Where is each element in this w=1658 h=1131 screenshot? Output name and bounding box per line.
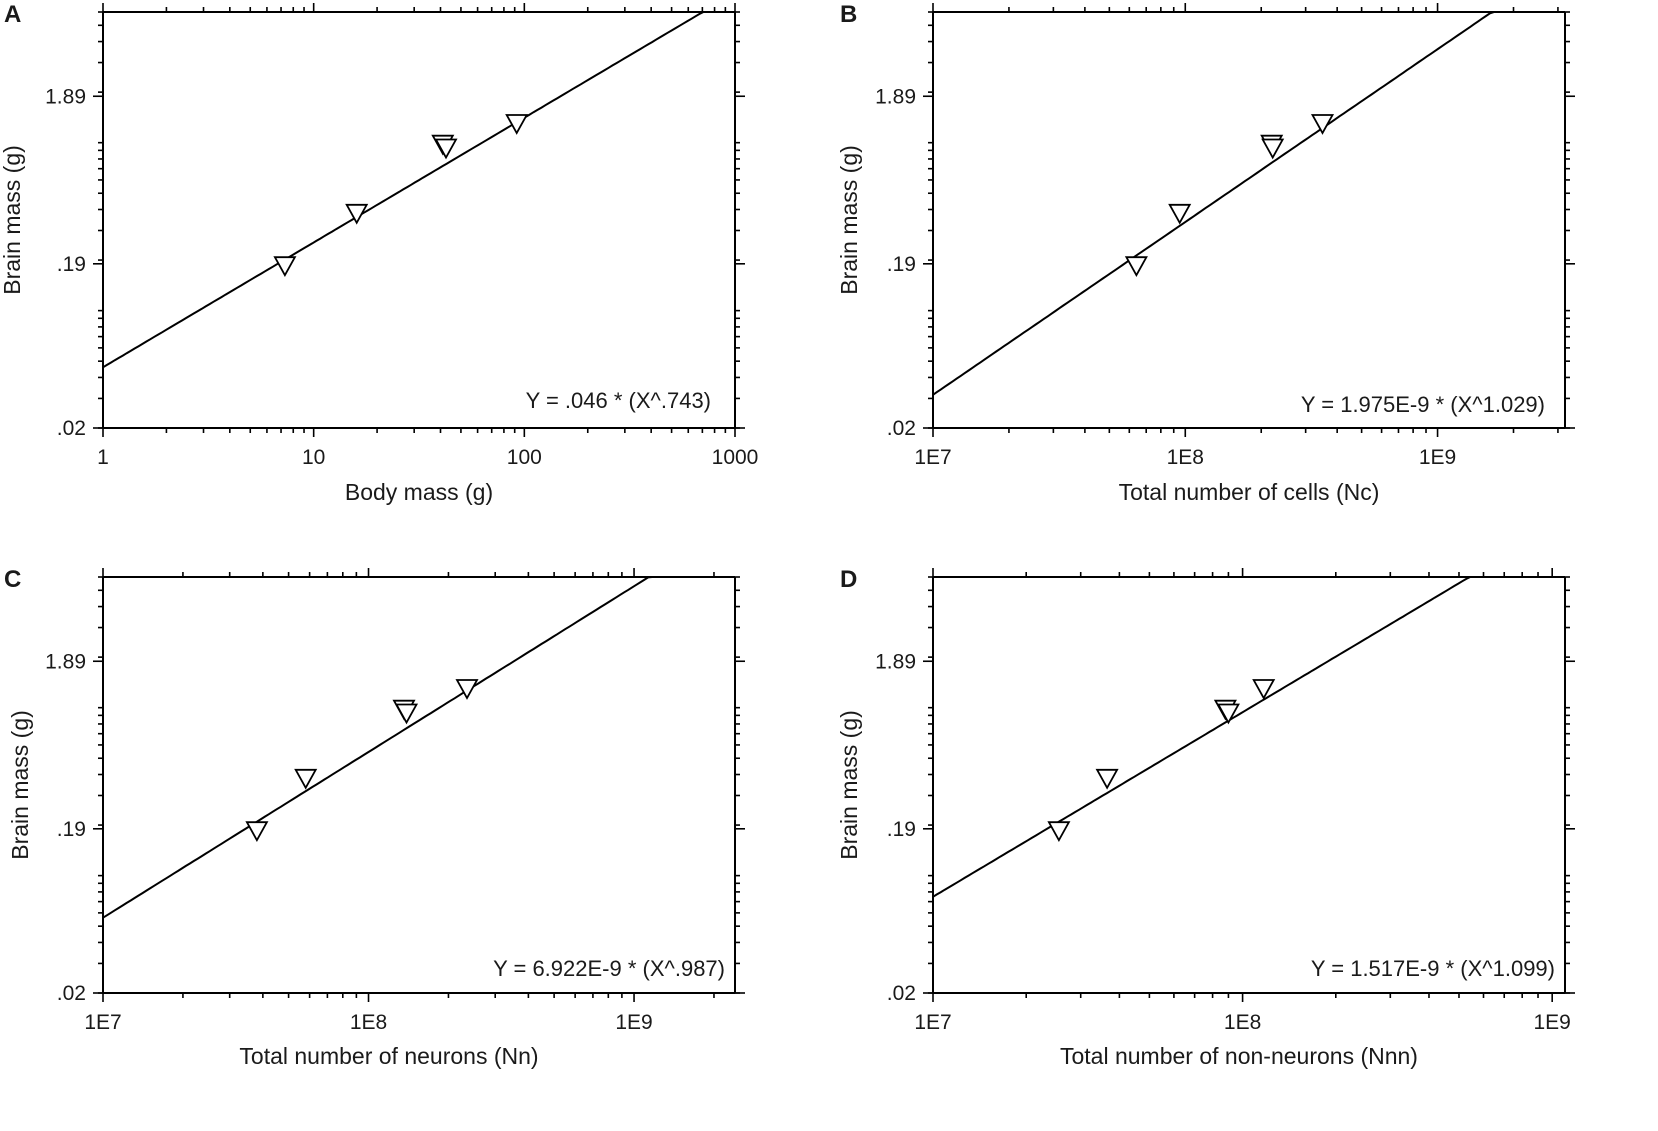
axis-ticks-a xyxy=(93,3,745,437)
data-point-d-5 xyxy=(1252,679,1276,700)
panel-a: A .02 .19 1.89 1 10 100 1000 Body mass (g) Bra… xyxy=(0,1,758,505)
data-point-d-4 xyxy=(1216,703,1240,725)
y-tick-label-b: 1.89 xyxy=(875,85,916,108)
x-tick-label-b: 1E9 xyxy=(1419,446,1456,469)
data-markers-a xyxy=(273,114,529,278)
plot-frame-b xyxy=(932,11,1566,429)
x-tick-label-a: 10 xyxy=(302,446,325,469)
x-tick-label-c: 1E9 xyxy=(615,1011,652,1034)
data-point-a-4 xyxy=(434,138,458,160)
data-markers-c xyxy=(245,679,479,843)
plot-frame-c xyxy=(102,576,736,994)
x-tick-label-c: 1E7 xyxy=(84,1011,121,1034)
y-tick-label-a: .02 xyxy=(57,417,86,440)
y-tick-label-d: .02 xyxy=(887,982,916,1005)
y-axis-title-d: Brain mass (g) xyxy=(836,710,862,860)
panel-letter-a: A xyxy=(4,1,21,28)
x-tick-label-a: 1 xyxy=(97,446,109,469)
panel-letter-c: C xyxy=(4,566,21,593)
y-tick-label-c: .19 xyxy=(57,818,86,841)
data-point-b-1 xyxy=(1124,256,1148,278)
panel-b: B .02 .19 1.89 1E7 1E8 1E9 Total number of ce… xyxy=(836,1,1575,505)
fit-equation-b: Y = 1.975E-9 * (X^1.029) xyxy=(1301,392,1545,417)
data-point-c-4 xyxy=(394,703,419,725)
x-axis-title-b: Total number of cells (Nc) xyxy=(1119,479,1380,505)
data-point-c-5 xyxy=(455,679,479,700)
y-tick-label-d: .19 xyxy=(887,818,916,841)
data-point-b-4 xyxy=(1261,138,1285,160)
axis-ticks-b xyxy=(923,3,1575,437)
x-axis-title-c: Total number of neurons (Nn) xyxy=(239,1043,538,1069)
plot-frame-a xyxy=(102,11,736,429)
fit-line-c xyxy=(102,576,735,919)
y-tick-label-c: 1.89 xyxy=(45,650,86,673)
fit-line-b xyxy=(932,11,1565,396)
data-point-b-2 xyxy=(1168,203,1192,225)
x-axis-title-a: Body mass (g) xyxy=(345,479,493,505)
x-axis-title-d: Total number of non-neurons (Nnn) xyxy=(1060,1043,1418,1069)
y-axis-title-c: Brain mass (g) xyxy=(7,710,33,860)
panel-letter-d: D xyxy=(840,566,857,593)
y-tick-label-d: 1.89 xyxy=(875,650,916,673)
panel-letter-b: B xyxy=(840,1,857,28)
data-point-a-5 xyxy=(505,114,529,135)
x-tick-label-d: 1E7 xyxy=(914,1011,951,1034)
fit-equation-d: Y = 1.517E-9 * (X^1.099) xyxy=(1311,956,1555,981)
x-tick-label-b: 1E8 xyxy=(1167,446,1204,469)
fit-equation-a: Y = .046 * (X^.743) xyxy=(526,388,711,413)
fit-equation-c: Y = 6.922E-9 * (X^.987) xyxy=(493,956,725,981)
data-point-c-2 xyxy=(294,768,318,790)
x-tick-label-b: 1E7 xyxy=(914,446,951,469)
x-tick-label-d: 1E9 xyxy=(1533,1011,1570,1034)
y-axis-title-a: Brain mass (g) xyxy=(0,145,25,295)
data-point-b-5 xyxy=(1310,114,1335,135)
fit-line-a xyxy=(102,11,735,369)
data-point-c-1 xyxy=(245,821,269,843)
y-tick-label-a: .19 xyxy=(57,253,86,276)
x-tick-label-a: 1000 xyxy=(712,446,759,469)
data-point-a-1 xyxy=(273,256,297,278)
panel-d: D .02 .19 1.89 1E7 1E8 1E9 Total number of no… xyxy=(836,566,1575,1069)
y-tick-label-b: .19 xyxy=(887,253,916,276)
data-point-a-2 xyxy=(345,203,369,225)
data-markers-d xyxy=(1047,679,1276,843)
axis-ticks-c xyxy=(93,568,745,1002)
tick-labels-b: .02 .19 1.89 1E7 1E8 1E9 xyxy=(875,85,1456,469)
y-tick-label-c: .02 xyxy=(57,982,86,1005)
y-axis-title-b: Brain mass (g) xyxy=(836,145,862,295)
x-tick-label-d: 1E8 xyxy=(1224,1011,1261,1034)
fit-line-d xyxy=(932,576,1565,898)
tick-labels-a: .02 .19 1.89 1 10 100 1000 xyxy=(45,85,758,469)
data-markers-b xyxy=(1124,114,1335,278)
data-point-d-2 xyxy=(1095,768,1119,790)
tick-labels-d: .02 .19 1.89 1E7 1E8 1E9 xyxy=(875,650,1571,1034)
x-tick-label-a: 100 xyxy=(507,446,542,469)
x-tick-label-c: 1E8 xyxy=(350,1011,387,1034)
panel-c: C .02 .19 1.89 1E7 1E8 1E9 Total number of ne… xyxy=(4,566,745,1069)
data-point-d-1 xyxy=(1047,821,1071,843)
y-tick-label-a: 1.89 xyxy=(45,85,86,108)
y-tick-label-b: .02 xyxy=(887,417,916,440)
tick-labels-c: .02 .19 1.89 1E7 1E8 1E9 xyxy=(45,650,653,1034)
